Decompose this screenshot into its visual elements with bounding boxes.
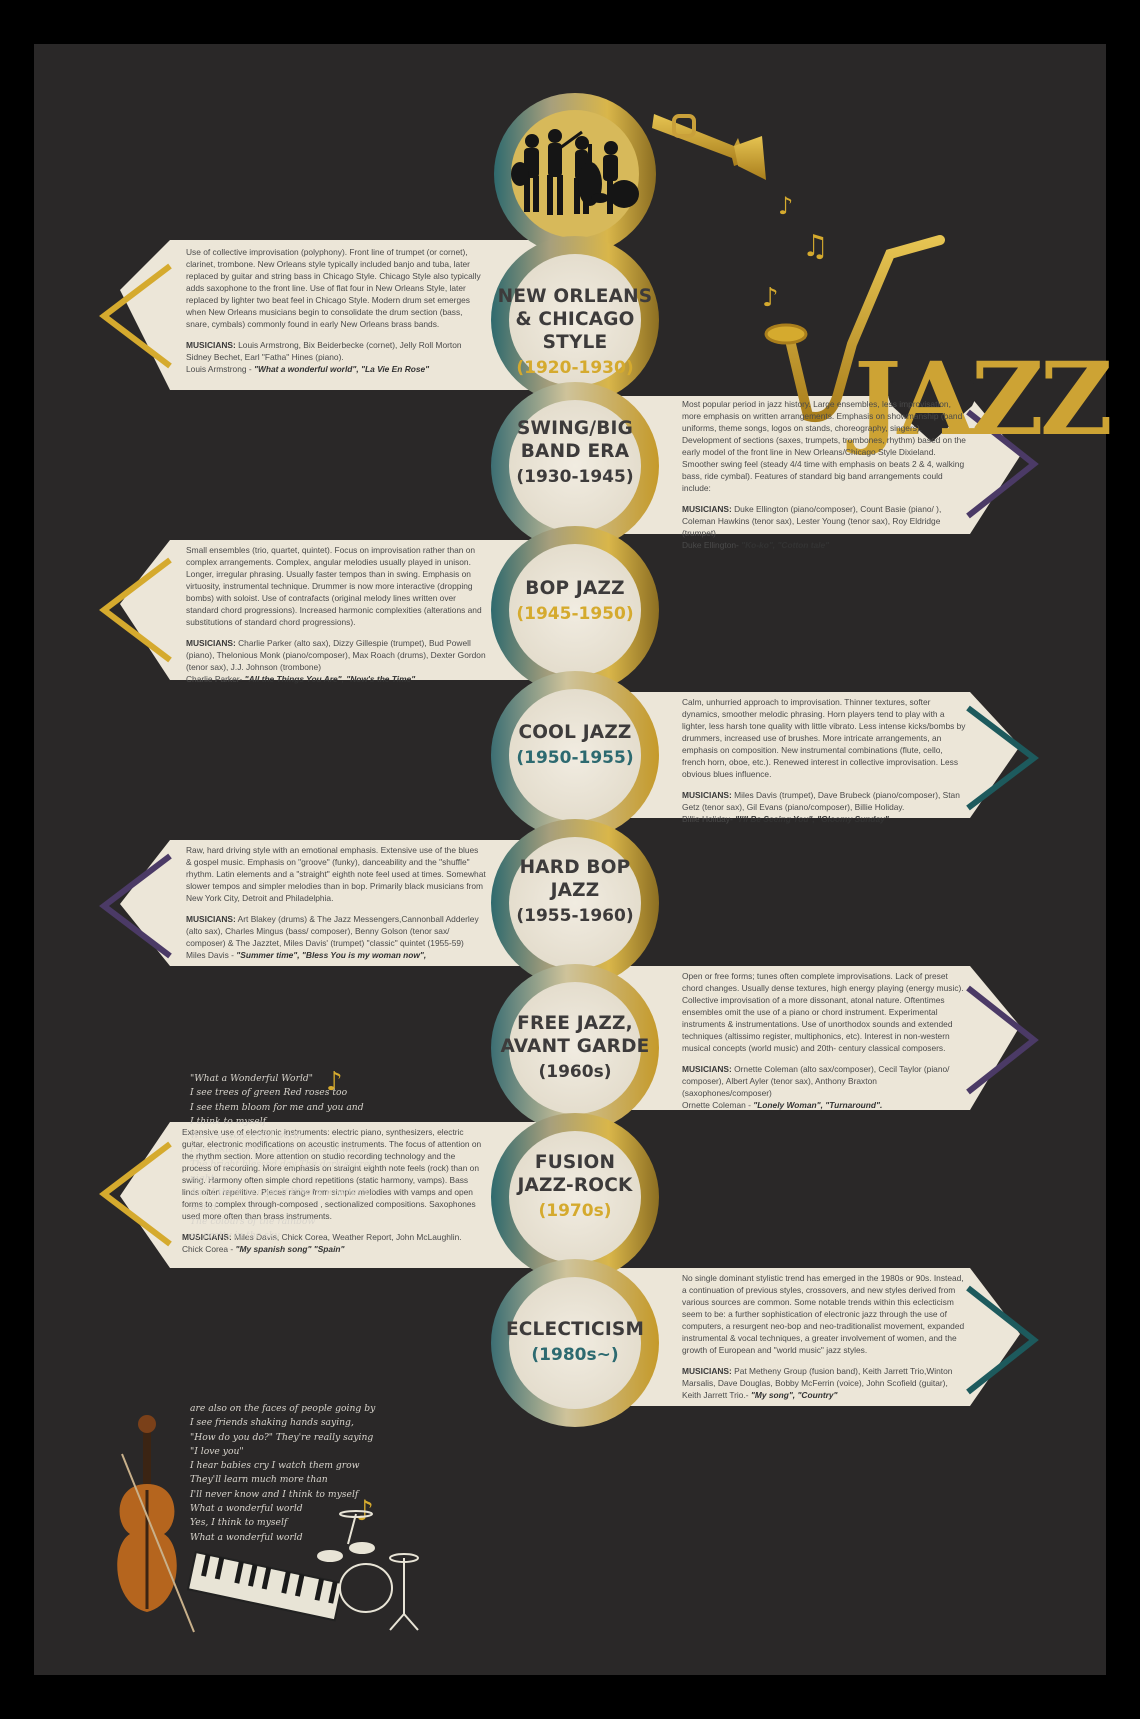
- era-cards: [120, 240, 1020, 1406]
- era-title: BOP JAZZ: [525, 578, 625, 599]
- era-title: HARD BOP JAZZ: [519, 857, 631, 901]
- saxophone-icon: [764, 235, 945, 422]
- era-description: Use of collective improvisation (polypho…: [186, 247, 481, 329]
- era-years: (1955-1960): [516, 906, 634, 926]
- era-title: ECLECTICISM: [505, 1319, 645, 1340]
- era-card-swing: Most popular period in jazz history. Lar…: [682, 398, 968, 551]
- era-label-hard-bop: HARD BOP JAZZ (1955-1960): [490, 856, 660, 928]
- era-description: Calm, unhurried approach to improvisatio…: [682, 697, 966, 779]
- era-years: (1950-1955): [516, 748, 634, 768]
- era-title: NEW ORLEANS & CHICAGO STYLE: [497, 286, 653, 353]
- svg-text:♪: ♪: [762, 283, 779, 313]
- era-description: Extensive use of electronic instruments:…: [182, 1127, 482, 1221]
- era-musicians: MUSICIANS: Art Blakey (drums) & The Jazz…: [186, 914, 479, 960]
- era-label-bop: BOP JAZZ (1945-1950): [490, 577, 660, 626]
- drum-kit-icon: [317, 1510, 419, 1631]
- band-silhouette: [511, 129, 639, 215]
- era-musicians: MUSICIANS: Charlie Parker (alto sax), Di…: [186, 638, 486, 684]
- era-description: Raw, hard driving style with an emotiona…: [186, 845, 486, 903]
- trumpet-icon: [652, 114, 766, 180]
- era-title: FREE JAZZ, AVANT GARDE: [500, 1013, 650, 1057]
- heart-icon: [888, 375, 976, 442]
- era-years: (1970s): [538, 1201, 612, 1221]
- music-note-icon: ♪ ♫ ♪ ♪ ♪: [326, 192, 829, 1527]
- era-description: Open or free forms; tunes often complete…: [682, 971, 964, 1053]
- era-card-eclecticism: No single dominant stylistic trend has e…: [682, 1272, 968, 1401]
- svg-text:♫: ♫: [802, 229, 829, 264]
- era-title: SWING/BIG BAND ERA: [516, 418, 633, 462]
- era-card-new-orleans: Use of collective improvisation (polypho…: [186, 246, 486, 375]
- violin-icon: [117, 1415, 195, 1633]
- era-musicians: MUSICIANS: Miles Davis, Chick Corea, Wea…: [182, 1232, 462, 1254]
- era-years: (1960s): [538, 1062, 612, 1082]
- era-description: No single dominant stylistic trend has e…: [682, 1273, 965, 1355]
- poster-artwork: ♪ ♫ ♪ ♪ ♪: [99, 93, 1039, 1633]
- era-card-fusion: Extensive use of electronic instruments:…: [182, 1126, 486, 1255]
- era-musicians: MUSICIANS: Louis Armstrong, Bix Beiderbe…: [186, 340, 462, 374]
- era-card-cool: Calm, unhurried approach to improvisatio…: [682, 696, 968, 825]
- era-years: (1930-1945): [516, 467, 634, 487]
- era-description: Most popular period in jazz history. Lar…: [682, 399, 966, 493]
- era-years: (1920-1930): [516, 358, 634, 378]
- svg-text:♪: ♪: [778, 192, 793, 220]
- era-title: COOL JAZZ: [518, 722, 632, 743]
- svg-text:♪: ♪: [326, 1067, 343, 1097]
- era-label-eclecticism: ECLECTICISM (1980s~): [485, 1318, 665, 1367]
- era-years: (1980s~): [531, 1345, 619, 1365]
- era-card-free-jazz: Open or free forms; tunes often complete…: [682, 970, 968, 1111]
- era-title: FUSION JAZZ-ROCK: [517, 1152, 633, 1196]
- era-musicians: MUSICIANS: Ornette Coleman (alto sax/com…: [682, 1064, 950, 1110]
- chevrons: [99, 263, 1039, 1395]
- lyrics-bottom: are also on the faces of people going by…: [190, 1403, 376, 1543]
- era-label-cool: COOL JAZZ (1950-1955): [490, 721, 660, 770]
- jazz-history-poster: ♪ ♫ ♪ ♪ ♪: [34, 44, 1113, 1675]
- era-label-swing: SWING/BIG BAND ERA (1930-1945): [490, 417, 660, 489]
- era-label-free-jazz: FREE JAZZ, AVANT GARDE (1960s): [480, 1012, 670, 1084]
- era-musicians: MUSICIANS: Duke Ellington (piano/compose…: [682, 504, 942, 550]
- era-card-hard-bop: Raw, hard driving style with an emotiona…: [186, 844, 486, 961]
- era-label-new-orleans: NEW ORLEANS & CHICAGO STYLE (1920-1930): [490, 285, 660, 380]
- era-card-bop: Small ensembles (trio, quartet, quintet)…: [186, 544, 486, 685]
- era-musicians: MUSICIANS: Pat Metheny Group (fusion ban…: [682, 1366, 953, 1400]
- keyboard-icon: [186, 1550, 344, 1622]
- lyrics-top: "What a Wonderful World" I see trees of …: [190, 1073, 376, 1242]
- era-description: Small ensembles (trio, quartet, quintet)…: [186, 545, 482, 627]
- era-label-fusion: FUSION JAZZ-ROCK (1970s): [490, 1151, 660, 1223]
- era-musicians: MUSICIANS: Miles Davis (trumpet), Dave B…: [682, 790, 960, 824]
- jazz-logo: JAZZ: [854, 340, 1113, 458]
- era-years: (1945-1950): [516, 604, 634, 624]
